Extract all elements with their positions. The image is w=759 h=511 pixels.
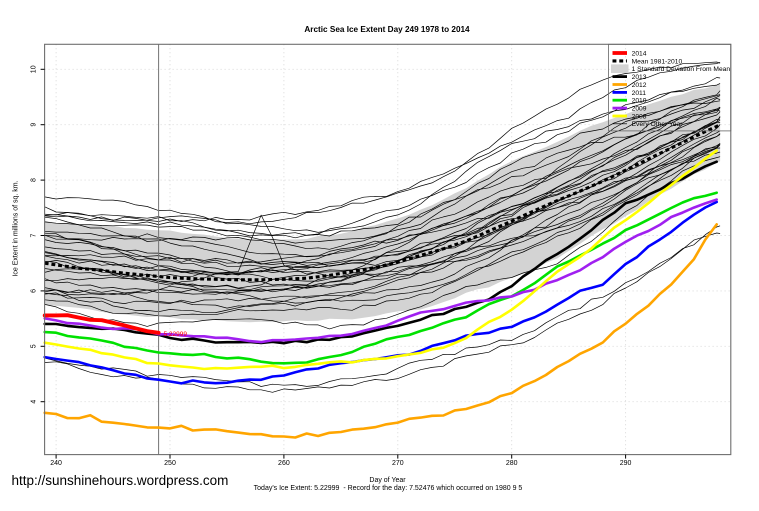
svg-text:4: 4 <box>31 400 38 404</box>
svg-text:260: 260 <box>278 460 290 467</box>
svg-text:2011: 2011 <box>632 90 647 97</box>
svg-text:Ice Extent in millions of sq.: Ice Extent in millions of sq. km. <box>13 180 20 276</box>
svg-text:9: 9 <box>31 123 38 127</box>
svg-text:5: 5 <box>31 344 38 348</box>
svg-text:Today's Ice Extent: 5.22999 -: Today's Ice Extent: 5.22999 - Record for… <box>254 485 523 492</box>
svg-text:Day of Year: Day of Year <box>369 477 406 484</box>
svg-text:270: 270 <box>392 460 404 467</box>
svg-text:8: 8 <box>31 178 38 182</box>
svg-text:2009: 2009 <box>632 106 647 113</box>
svg-text:250: 250 <box>164 460 176 467</box>
svg-text:Every Other Year: Every Other Year <box>632 121 684 128</box>
svg-text:Mean 1981-2010: Mean 1981-2010 <box>632 58 683 65</box>
svg-text:1 Standard Deviation From Mean: 1 Standard Deviation From Mean <box>632 66 731 73</box>
svg-text:6: 6 <box>31 289 38 293</box>
svg-text:http://sunshinehours.wordpress: http://sunshinehours.wordpress.com <box>12 473 229 488</box>
svg-text:240: 240 <box>50 460 62 467</box>
svg-text:10: 10 <box>31 65 38 73</box>
svg-text:2013: 2013 <box>632 74 647 81</box>
svg-text:2008: 2008 <box>632 113 647 120</box>
svg-text:2010: 2010 <box>632 98 647 105</box>
svg-text:290: 290 <box>620 460 632 467</box>
svg-text:7: 7 <box>31 233 38 237</box>
svg-text:280: 280 <box>506 460 518 467</box>
svg-text:5.22999: 5.22999 <box>164 331 188 338</box>
svg-text:2012: 2012 <box>632 82 647 89</box>
svg-text:2014: 2014 <box>632 50 647 57</box>
svg-text:Arctic Sea Ice Extent Day 249: Arctic Sea Ice Extent Day 249 1978 to 20… <box>304 25 470 34</box>
